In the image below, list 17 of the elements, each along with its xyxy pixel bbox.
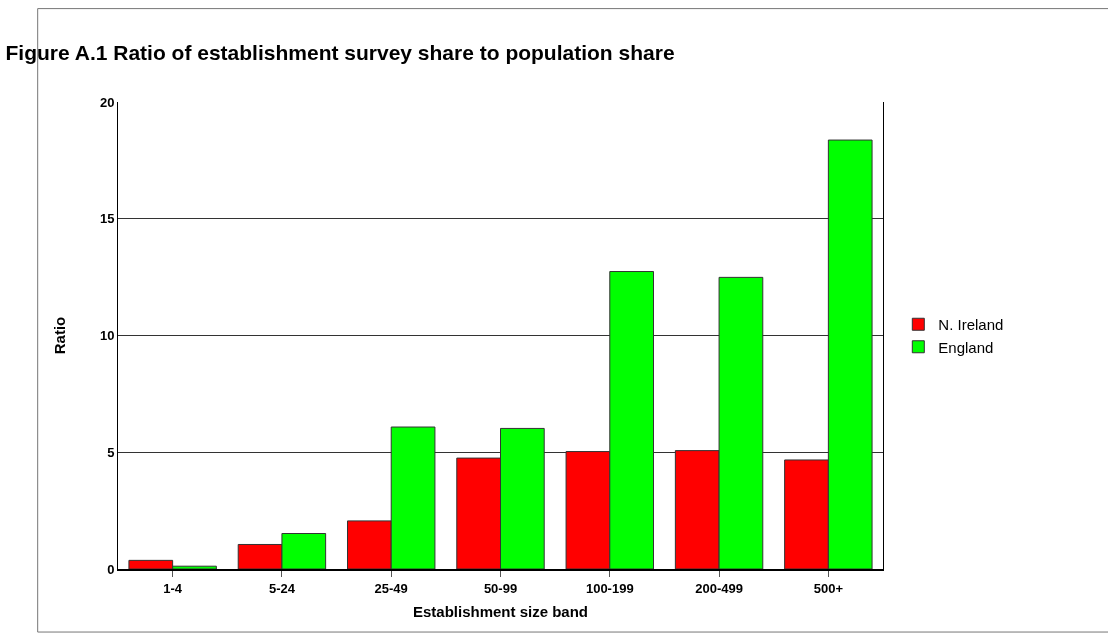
x-tick-label: 1-4 — [163, 580, 183, 596]
x-tick-label: 50-99 — [483, 580, 518, 596]
legend-label: England — [938, 338, 994, 356]
y-tick-label: 20 — [99, 94, 115, 110]
x-tick-label: 100-199 — [585, 580, 634, 596]
x-axis-title: Establishment size band — [412, 603, 589, 621]
y-tick-label: 5 — [107, 444, 115, 460]
x-tick-label: 5-24 — [268, 580, 296, 596]
y-tick-label: 15 — [99, 211, 115, 227]
x-tick-label: 500+ — [813, 580, 844, 596]
y-axis-title: Ratio — [51, 316, 69, 355]
chart-title: Figure A.1 Ratio of establishment survey share to population share — [5, 40, 675, 64]
y-tick-label: 0 — [107, 561, 115, 577]
legend-label: N. Ireland — [938, 316, 1004, 334]
x-tick-label: 200-499 — [695, 580, 743, 596]
y-tick-label: 10 — [99, 328, 115, 344]
x-tick-label: 25-49 — [374, 580, 408, 596]
